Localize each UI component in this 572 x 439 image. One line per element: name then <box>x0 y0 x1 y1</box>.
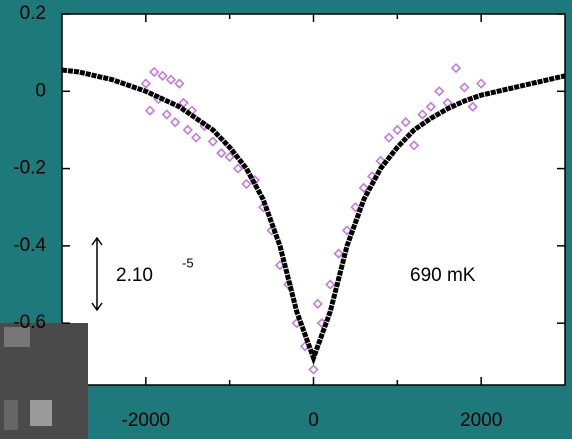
temperature-label: 690 mK <box>410 265 476 286</box>
y-tick-label: 0.2 <box>20 3 46 24</box>
data-point <box>392 124 403 136</box>
x-tick-label: 2000 <box>460 410 502 431</box>
data-point <box>425 101 436 112</box>
scale-arrow <box>91 236 103 312</box>
data-point <box>333 248 344 259</box>
data-point <box>476 78 487 89</box>
data-point <box>308 364 319 375</box>
x-tick-label: 0 <box>308 410 319 431</box>
data-point <box>207 136 219 147</box>
plot-area <box>61 13 566 386</box>
data-point <box>312 298 323 309</box>
data-point <box>350 202 361 213</box>
x-tick-label: -2000 <box>122 410 171 431</box>
data-point <box>191 132 202 143</box>
data-point <box>216 147 227 159</box>
fit-line <box>62 67 565 366</box>
data-point <box>140 78 151 89</box>
data-point <box>174 78 185 89</box>
data-point <box>434 86 445 97</box>
y-tick-label: -0.4 <box>13 235 46 256</box>
data-point <box>450 62 462 74</box>
data-point <box>249 175 260 186</box>
data-point <box>316 318 328 329</box>
data-point <box>467 101 478 112</box>
data-point <box>325 279 336 290</box>
data-point <box>341 225 353 236</box>
data-point <box>417 109 428 120</box>
data-point <box>400 117 411 128</box>
data-point <box>258 202 269 213</box>
scale-label: 2.10 <box>116 265 153 286</box>
y-tick-label: -0.2 <box>13 158 46 179</box>
inset-image <box>0 323 88 439</box>
data-point <box>144 105 156 116</box>
data-point <box>165 74 177 85</box>
y-tick-label: -0.6 <box>13 312 46 333</box>
y-tick-label: 0 <box>35 80 46 101</box>
data-point <box>157 70 168 81</box>
data-point <box>383 132 395 143</box>
data-point <box>149 66 160 78</box>
data-point <box>224 151 235 163</box>
data-point <box>358 182 369 194</box>
data-point <box>241 178 252 190</box>
scale-exponent: -5 <box>182 255 194 270</box>
data-point <box>170 117 181 128</box>
data-point <box>232 163 244 174</box>
data-point <box>161 109 172 120</box>
data-point <box>182 124 193 136</box>
data-point <box>459 82 470 93</box>
data-point <box>408 140 420 151</box>
